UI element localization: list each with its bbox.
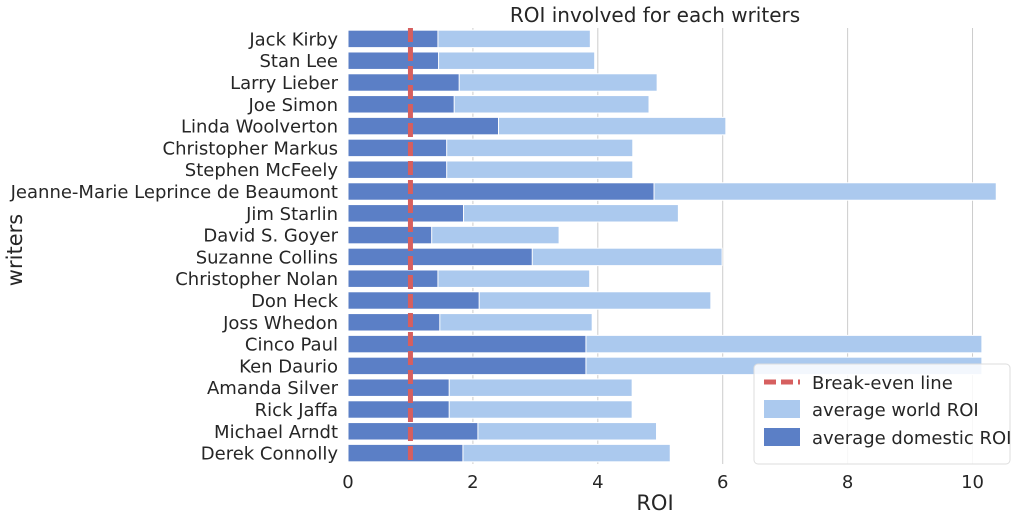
y-tick-label: Joe Simon [248, 95, 339, 116]
legend-label-break-even: Break-even line [812, 373, 953, 394]
x-tick-label: 4 [592, 472, 603, 493]
y-tick-label: Jim Starlin [245, 204, 338, 225]
y-tick-label: Stephen McFeely [185, 160, 339, 181]
y-tick-label: Derek Connolly [201, 444, 339, 465]
x-axis-label: ROI [636, 491, 673, 515]
legend: Break-even line average world ROI averag… [753, 363, 1012, 465]
x-tick-label: 0 [342, 472, 353, 493]
y-axis-label: writers [3, 214, 27, 286]
bar [347, 138, 448, 158]
legend-swatch-world [764, 400, 800, 418]
chart-title: ROI involved for each writers [510, 3, 800, 27]
bar [347, 356, 587, 376]
y-tick-label: Amanda Silver [207, 378, 339, 399]
x-tick-labels: 0 2 4 6 8 10 [342, 472, 984, 493]
y-tick-label: Rick Jaffa [255, 400, 338, 421]
bar [347, 247, 533, 267]
bar [347, 443, 464, 463]
x-tick-label: 8 [842, 472, 853, 493]
y-tick-label: David S. Goyer [203, 226, 338, 247]
y-tick-label: Suzanne Collins [196, 247, 338, 268]
bar [347, 378, 450, 397]
bar [347, 313, 441, 332]
legend-label-world: average world ROI [812, 400, 979, 421]
y-tick-label: Jeanne-Marie Leprince de Beaumont [10, 182, 338, 203]
legend-frame [753, 363, 1011, 465]
y-tick-label: Larry Lieber [230, 73, 339, 94]
bar [347, 204, 465, 223]
legend-label-domestic: average domestic ROI [812, 428, 1012, 449]
y-tick-label: Cinco Paul [245, 335, 338, 356]
bar [347, 116, 500, 136]
bar [347, 291, 480, 310]
x-tick-label: 10 [961, 472, 984, 493]
y-tick-label: Don Heck [251, 291, 339, 312]
x-tick-label: 2 [467, 472, 478, 493]
y-tick-label: Ken Daurio [239, 356, 338, 377]
x-tick-label: 6 [717, 472, 728, 493]
bar [347, 182, 655, 201]
bar [347, 269, 439, 288]
bar [347, 225, 433, 245]
bar [347, 334, 587, 354]
bar [347, 51, 440, 70]
y-tick-label: Jack Kirby [248, 29, 338, 50]
y-tick-label: Michael Arndt [214, 422, 338, 443]
y-tick-label: Joss Whedon [222, 313, 338, 334]
bar [347, 95, 455, 114]
y-tick-label: Stan Lee [259, 51, 338, 72]
y-tick-label: Christopher Markus [163, 138, 338, 159]
y-tick-label: Christopher Nolan [175, 269, 338, 290]
bar [347, 400, 450, 419]
bar [347, 73, 460, 92]
bar [347, 160, 448, 179]
legend-swatch-domestic [764, 428, 800, 446]
bar [347, 29, 439, 49]
y-tick-label: Linda Woolverton [181, 117, 338, 138]
